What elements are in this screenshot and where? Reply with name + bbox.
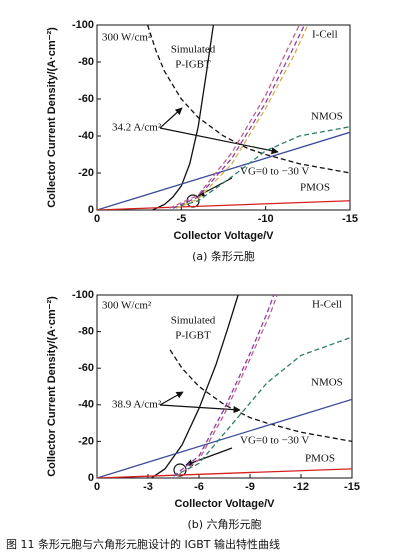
- annotation: 38.9 A/cm²: [112, 399, 162, 411]
- chart-caption: (b) 六角形元胞: [187, 518, 261, 531]
- annotation: 34.2 A/cm²: [112, 122, 162, 134]
- y-tick-label: -60: [78, 93, 94, 105]
- y-tick-label: -40: [78, 130, 94, 142]
- curve: [169, 25, 300, 209]
- curve: [176, 295, 278, 477]
- x-tick-label: -5: [176, 213, 186, 225]
- x-axis-label: Collector Voltage/V: [173, 230, 274, 242]
- annotation: P-IGBT: [175, 330, 211, 342]
- plot-frame: [96, 294, 353, 479]
- x-tick-label: -10: [258, 213, 274, 225]
- annotation: I-Cell: [312, 29, 338, 41]
- y-tick-label: 0: [88, 204, 94, 216]
- annotation: PMOS: [305, 453, 335, 465]
- x-axis-label: Collector Voltage/V: [174, 498, 275, 510]
- annotation: H-Cell: [312, 299, 342, 311]
- curve: [97, 398, 352, 478]
- curve: [151, 295, 239, 478]
- y-tick-label: -40: [78, 399, 94, 411]
- x-tick-label: 0: [94, 481, 100, 493]
- x-tick-label: -6: [194, 481, 204, 493]
- x-tick-label: -15: [342, 213, 358, 225]
- x-tick-label: 0: [94, 213, 100, 225]
- y-axis-label: Collector Current Density/(A·cm⁻²): [46, 27, 58, 208]
- y-tick-label: -80: [78, 56, 94, 68]
- curve: [97, 131, 350, 210]
- annotation: NMOS: [311, 111, 343, 123]
- y-tick-label: -20: [78, 167, 94, 179]
- arrows: [159, 107, 279, 477]
- y-tick-label: -60: [78, 362, 94, 374]
- annotation: Simulated: [171, 44, 216, 56]
- y-tick-label: -80: [78, 326, 94, 338]
- annotation: 300 W/cm²: [102, 32, 152, 44]
- curve: [152, 25, 215, 210]
- annotation: VG=0 to −30 V: [240, 166, 309, 178]
- y-tick-label: 0: [88, 472, 94, 484]
- curve: [173, 295, 275, 477]
- curve: [97, 200, 350, 210]
- chart-caption: (a) 条形元胞: [192, 249, 255, 263]
- annotation: NMOS: [311, 377, 343, 389]
- y-axis-label: Collector Current Density/(A·cm⁻²): [46, 296, 58, 477]
- x-tick-label: -9: [245, 481, 255, 493]
- annotation: VG=0 to −30 V: [240, 435, 309, 447]
- y-tick-label: -20: [78, 435, 94, 447]
- plot-frame: [96, 24, 351, 211]
- y-tick-label: -100: [72, 19, 94, 31]
- figure-caption: 图 11 条形元胞与六角形元胞设计的 IGBT 输出特性曲线: [6, 537, 280, 551]
- x-tick-label: -3: [143, 481, 153, 493]
- annotation: Simulated: [171, 315, 216, 327]
- annotation: PMOS: [300, 182, 330, 194]
- curve: [173, 336, 352, 477]
- x-tick-label: -12: [293, 481, 309, 493]
- y-tick-label: -100: [72, 289, 94, 301]
- curve: [169, 349, 352, 443]
- series-group: [97, 295, 352, 478]
- annotation: 300 W/cm²: [102, 300, 152, 312]
- annotation: P-IGBT: [175, 59, 211, 71]
- curve: [176, 25, 309, 209]
- curve: [146, 25, 350, 174]
- curve: [172, 126, 350, 209]
- x-tick-label: -15: [344, 481, 360, 493]
- series-group: [97, 25, 350, 210]
- curve: [97, 468, 352, 478]
